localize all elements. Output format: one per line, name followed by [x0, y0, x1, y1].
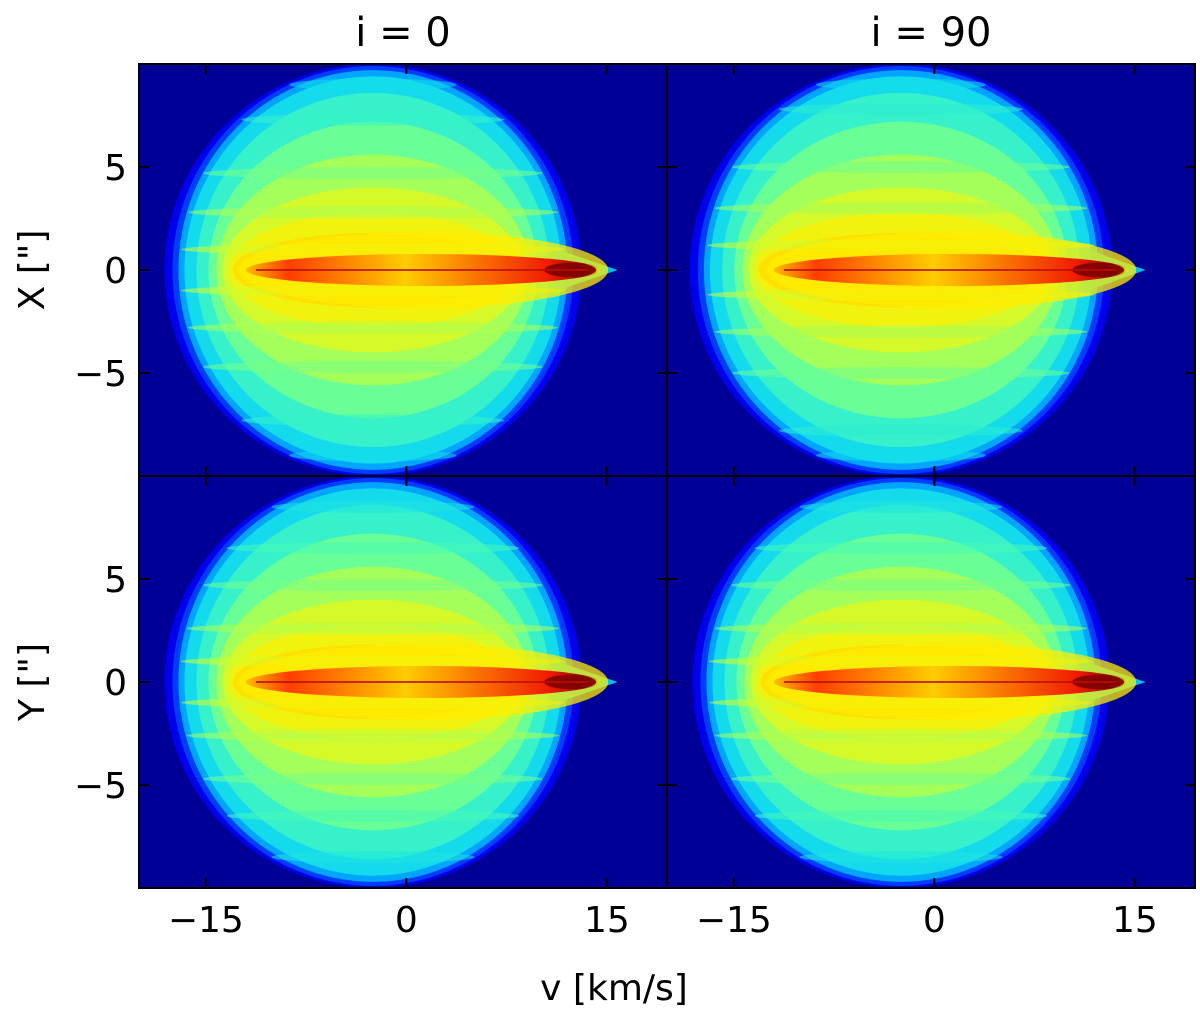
axes-layer: −5 0 5 −15 0 15 −5 0 5 −15 0 15 i = 0 i = 90 v [km/s] X… [12, 10, 1196, 1009]
intensity-band [715, 622, 1087, 635]
intensity-band [289, 449, 457, 462]
y-tick-label: 0 [104, 251, 127, 292]
heatmap-panel [139, 476, 667, 888]
intensity-band [714, 202, 1087, 215]
intensity-band [203, 579, 543, 592]
intensity-band [799, 851, 1003, 864]
intensity-band [732, 161, 1070, 173]
panels-layer [139, 64, 1195, 888]
x-tick-label: 0 [395, 900, 418, 941]
x-tick-label: 15 [584, 900, 630, 941]
intensity-band [226, 809, 520, 822]
intensity-band [731, 579, 1071, 592]
intensity-band [815, 449, 986, 462]
intensity-band [731, 772, 1071, 785]
intensity-band [203, 360, 543, 373]
x-tick-label: 0 [923, 900, 946, 941]
y-tick-label: −5 [74, 766, 127, 807]
intensity-band [188, 206, 558, 219]
intensity-band [203, 772, 543, 785]
x-tick-label: −15 [696, 900, 772, 941]
intensity-band [778, 424, 1023, 437]
heatmap-panel [667, 476, 1195, 888]
intensity-band [732, 367, 1070, 379]
intensity-band [271, 500, 475, 513]
y-tick-label: −5 [74, 354, 127, 395]
column-title: i = 90 [871, 10, 992, 56]
y-axis-label: Y ["] [12, 643, 53, 722]
intensity-band [241, 113, 505, 126]
intensity-band [188, 321, 558, 334]
intensity-band [754, 809, 1048, 822]
intensity-band [799, 500, 1003, 513]
intensity-band [754, 542, 1048, 555]
intensity-band [715, 729, 1087, 742]
heatmap-panel [139, 64, 667, 476]
x-tick-label: 15 [1112, 900, 1158, 941]
intensity-band [289, 78, 457, 91]
intensity-band [226, 542, 520, 555]
y-tick-label: 5 [104, 560, 127, 601]
intensity-band [815, 78, 986, 91]
intensity-band [187, 622, 559, 635]
intensity-band [714, 325, 1087, 338]
y-tick-label: 5 [104, 148, 127, 189]
column-title: i = 0 [355, 10, 451, 56]
intensity-band [241, 414, 505, 427]
intensity-band [203, 167, 543, 180]
intensity-band [778, 103, 1023, 116]
x-tick-label: −15 [168, 900, 244, 941]
intensity-band [271, 851, 475, 864]
heatmap-panel [667, 64, 1195, 476]
y-tick-label: 0 [104, 663, 127, 704]
x-axis-label: v [km/s] [540, 968, 688, 1009]
y-axis-label: X ["] [12, 230, 53, 311]
intensity-band [187, 729, 559, 742]
